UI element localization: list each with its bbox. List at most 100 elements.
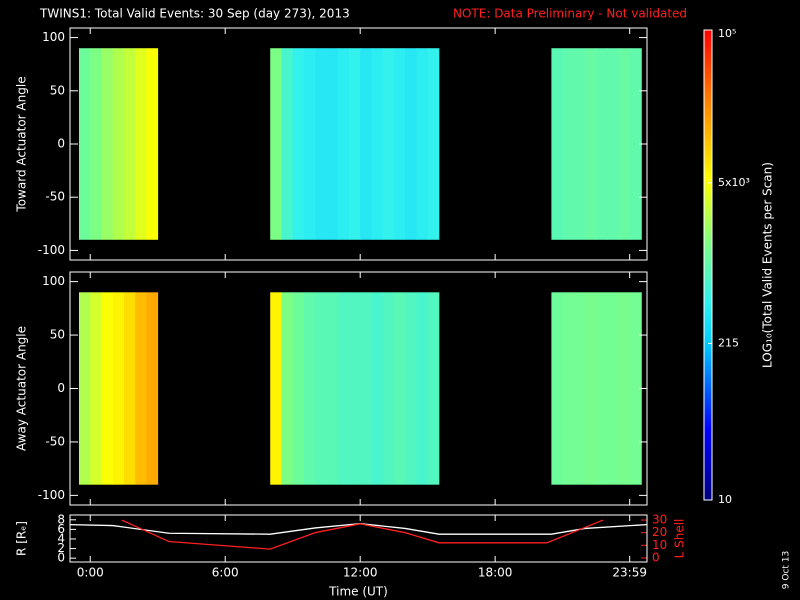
x-tick-label: 6:00 (212, 566, 239, 580)
heat-cell (303, 292, 316, 485)
y-tick-label: 2 (57, 541, 65, 555)
heat-cell (135, 292, 147, 485)
y-tick-label: 0 (57, 137, 65, 151)
y-axis-label: Away Actuator Angle (15, 326, 29, 451)
y2-tick-label: 30 (652, 513, 667, 527)
heat-cell (337, 48, 350, 240)
heat-cell (562, 292, 575, 485)
y-tick-label: 100 (42, 274, 65, 288)
chart-title: TWINS1: Total Valid Events: 30 Sep (day … (39, 7, 350, 21)
y-axis-label: R [Rₑ] (15, 521, 29, 556)
heat-cell (618, 292, 631, 485)
heat-cell (292, 48, 305, 240)
heat-cell (585, 48, 597, 240)
y-tick-label: 0 (57, 381, 65, 395)
heat-cell (585, 292, 597, 485)
y2-tick-label: 10 (652, 538, 667, 552)
heat-cell (607, 48, 620, 240)
y-tick-label: 0 (57, 551, 65, 565)
heat-cell (562, 48, 575, 240)
y-tick-label: 100 (42, 30, 65, 44)
heat-cell (78, 292, 91, 485)
heat-cell (573, 48, 586, 240)
heat-cell (90, 48, 102, 240)
x-tick-label: 12:00 (343, 566, 378, 580)
heat-cell (551, 292, 564, 485)
heat-cell (618, 48, 631, 240)
heat-cell (405, 48, 417, 240)
heat-cell (135, 48, 147, 240)
heat-cell (360, 292, 372, 485)
heat-cell (315, 292, 327, 485)
heat-cell (427, 48, 440, 240)
colorbar-label: LOG₁₀(Total Valid Events per Scan) (761, 162, 775, 368)
heat-cell (348, 48, 361, 240)
heat-cell (146, 48, 159, 240)
y-tick-label: -50 (45, 434, 65, 448)
heat-cell (101, 48, 114, 240)
y-tick-label: -100 (38, 243, 65, 257)
y-tick-label: 50 (50, 83, 65, 97)
colorbar-tick-label: 10⁵ (718, 27, 736, 40)
y-tick-label: 6 (57, 522, 65, 536)
heat-cell (405, 292, 417, 485)
heat-cell (382, 48, 395, 240)
heat-cell (123, 48, 136, 240)
heat-cell (315, 48, 327, 240)
heat-cell (281, 292, 294, 485)
x-tick-label: 23:59 (612, 566, 647, 580)
panel-frame (69, 271, 648, 506)
series-line (121, 519, 604, 550)
heat-cell (348, 292, 361, 485)
y2-tick-label: 20 (652, 525, 667, 539)
panel-frame (69, 514, 648, 563)
heat-cell (416, 48, 429, 240)
heat-cell (270, 292, 282, 485)
x-tick-label: 0:00 (77, 566, 104, 580)
heat-cell (371, 48, 384, 240)
heat-cell (596, 292, 609, 485)
colorbar (703, 29, 713, 501)
y-tick-label: -50 (45, 190, 65, 204)
heat-cell (101, 292, 114, 485)
heat-cell (393, 48, 406, 240)
panel-frame (69, 27, 648, 261)
heat-cell (326, 48, 339, 240)
heat-cell (360, 48, 372, 240)
heat-cell (607, 292, 620, 485)
heat-cell (337, 292, 350, 485)
heat-cell (270, 48, 282, 240)
y2-axis-label: L Shell (673, 519, 687, 559)
heat-cell (416, 292, 429, 485)
y-axis-label: Toward Actuator Angle (15, 76, 29, 212)
heat-cell (371, 292, 384, 485)
heat-cell (281, 48, 294, 240)
heat-cell (112, 292, 125, 485)
heat-cell (326, 292, 339, 485)
y-tick-label: 4 (57, 531, 65, 545)
colorbar-tick-label: 215 (718, 336, 739, 349)
x-axis-label: Time (UT) (328, 585, 388, 599)
note: NOTE: Data Preliminary - Not validated (453, 7, 687, 21)
heat-cell (427, 292, 440, 485)
heat-cell (596, 48, 609, 240)
footnote: 9 Oct 13 (782, 551, 792, 589)
heat-cell (303, 48, 316, 240)
colorbar-tick-label: 10 (718, 493, 732, 506)
x-tick-label: 18:00 (478, 566, 513, 580)
heat-cell (78, 48, 91, 240)
y-tick-label: 50 (50, 328, 65, 342)
heat-cell (573, 292, 586, 485)
heat-cell (630, 48, 642, 240)
y-tick-label: 8 (57, 512, 65, 526)
heat-cell (393, 292, 406, 485)
y2-tick-label: 0 (652, 550, 660, 564)
colorbar-tick-label: 5x10³ (718, 176, 750, 189)
heat-cell (292, 292, 305, 485)
heat-cell (551, 48, 564, 240)
heat-cell (123, 292, 136, 485)
heat-cell (146, 292, 159, 485)
heat-cell (112, 48, 125, 240)
